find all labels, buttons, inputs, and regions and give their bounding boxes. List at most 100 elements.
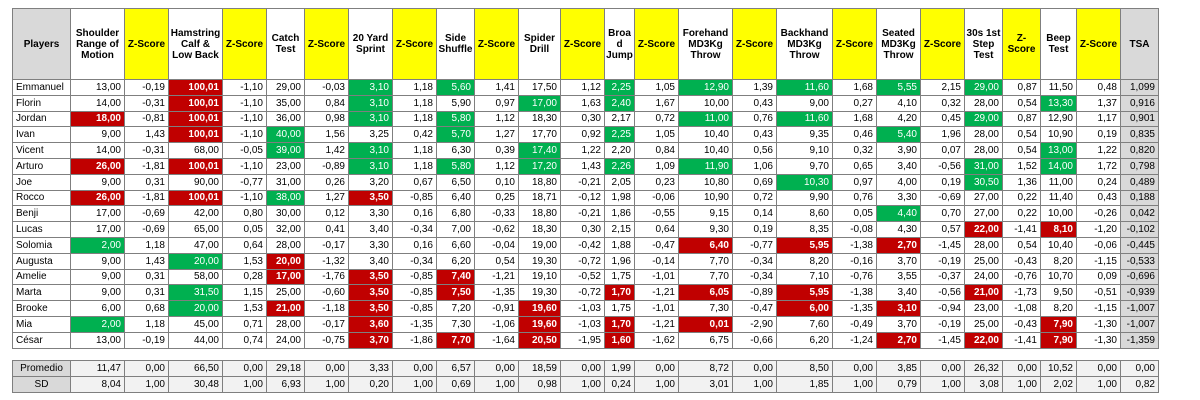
z-score-header: Z-Score bbox=[474, 8, 519, 80]
z-score-cell: 0,76 bbox=[732, 110, 777, 128]
z-score-cell: -1,41 bbox=[1002, 331, 1041, 349]
summary-cell: 0,00 bbox=[222, 360, 267, 377]
value-cell: 8,20 bbox=[1040, 252, 1077, 270]
z-score-cell: -0,34 bbox=[392, 221, 437, 238]
z-score-cell: 0,97 bbox=[832, 173, 877, 191]
z-score-cell: 0,76 bbox=[832, 189, 877, 207]
summary-cell: 0,82 bbox=[1120, 375, 1159, 393]
z-score-cell: 0,19 bbox=[1076, 126, 1121, 144]
summary-row: Promedio 11,47 0,00 66,50 0,00 29,18 0,00 3,33 0… bbox=[12, 360, 1159, 377]
value-cell: 65,00 bbox=[168, 221, 223, 238]
value-cell: 9,50 bbox=[1040, 284, 1077, 302]
tsa-header: TSA bbox=[1120, 8, 1159, 80]
value-cell: 28,00 bbox=[964, 236, 1003, 254]
value-cell: 23,00 bbox=[964, 300, 1003, 317]
z-score-cell: -1,01 bbox=[634, 268, 679, 286]
value-cell: 2,40 bbox=[604, 94, 635, 112]
z-score-cell: 1,53 bbox=[222, 252, 267, 270]
value-cell: 11,00 bbox=[678, 110, 733, 128]
z-score-cell: 0,87 bbox=[1002, 79, 1041, 96]
value-cell: 27,00 bbox=[964, 205, 1003, 223]
summary-cell: 0,00 bbox=[124, 360, 169, 377]
player-name: Arturo bbox=[12, 157, 71, 175]
value-cell: 5,55 bbox=[876, 79, 921, 96]
tsa-cell: -0,696 bbox=[1120, 268, 1159, 286]
summary-cell: 29,18 bbox=[266, 360, 305, 377]
value-cell: 9,00 bbox=[70, 126, 125, 144]
results-table: Players Shoulder Range of Motion Z-Score Ha… bbox=[12, 8, 1159, 349]
value-cell: 10,40 bbox=[678, 126, 733, 144]
z-score-cell: 0,30 bbox=[560, 110, 605, 128]
value-cell: 1,96 bbox=[604, 252, 635, 270]
z-score-cell: -1,45 bbox=[920, 236, 965, 254]
value-cell: 2,70 bbox=[876, 236, 921, 254]
table-row: Joe 9,00 0,31 90,00 -0,77 31,00 0,26 3,20 0,67 6,… bbox=[12, 173, 1159, 191]
z-score-cell: -0,16 bbox=[832, 252, 877, 270]
value-cell: 27,00 bbox=[964, 189, 1003, 207]
summary-cell: 1,00 bbox=[634, 375, 679, 393]
value-cell: 29,00 bbox=[266, 79, 305, 96]
z-score-cell: -1,45 bbox=[920, 331, 965, 349]
summary-cell: 0,00 bbox=[1120, 360, 1159, 377]
value-cell: 38,00 bbox=[266, 189, 305, 207]
value-cell: 2,17 bbox=[604, 110, 635, 128]
test-header: Backhand MD3Kg Throw bbox=[776, 8, 833, 80]
z-score-cell: -1,35 bbox=[832, 300, 877, 317]
value-cell: 3,10 bbox=[348, 157, 393, 175]
z-score-cell: -1,30 bbox=[1076, 331, 1121, 349]
summary-cell: 1,00 bbox=[920, 375, 965, 393]
summary-cell: 10,52 bbox=[1040, 360, 1077, 377]
test-header: Seated MD3Kg Throw bbox=[876, 8, 921, 80]
value-cell: 20,00 bbox=[168, 300, 223, 317]
z-score-cell: -0,21 bbox=[560, 173, 605, 191]
z-score-cell: 0,67 bbox=[392, 173, 437, 191]
value-cell: 4,30 bbox=[876, 221, 921, 238]
value-cell: 100,01 bbox=[168, 157, 223, 175]
z-score-cell: 0,41 bbox=[304, 221, 349, 238]
tsa-cell: 0,835 bbox=[1120, 126, 1159, 144]
z-score-cell: 1,68 bbox=[832, 110, 877, 128]
value-cell: 24,00 bbox=[266, 331, 305, 349]
z-score-cell: -1,73 bbox=[1002, 284, 1041, 302]
z-score-cell: 0,71 bbox=[222, 315, 267, 333]
z-score-cell: -1,35 bbox=[392, 315, 437, 333]
value-cell: 6,00 bbox=[70, 300, 125, 317]
value-cell: 5,95 bbox=[776, 284, 833, 302]
z-score-cell: 0,25 bbox=[474, 189, 519, 207]
z-score-cell: -0,81 bbox=[124, 110, 169, 128]
z-score-cell: 0,19 bbox=[732, 221, 777, 238]
z-score-cell: -0,55 bbox=[634, 205, 679, 223]
table-row: Augusta 9,00 1,43 20,00 1,53 20,00 -1,32 3,40 -0… bbox=[12, 252, 1159, 270]
z-score-cell: -0,85 bbox=[392, 300, 437, 317]
value-cell: 31,50 bbox=[168, 284, 223, 302]
z-score-cell: 1,43 bbox=[560, 157, 605, 175]
z-score-cell: 0,14 bbox=[732, 205, 777, 223]
z-score-cell: -0,56 bbox=[920, 284, 965, 302]
value-cell: 29,00 bbox=[964, 79, 1003, 96]
z-score-cell: -0,34 bbox=[392, 252, 437, 270]
value-cell: 3,10 bbox=[348, 94, 393, 112]
value-cell: 3,40 bbox=[876, 284, 921, 302]
z-score-cell: 1,63 bbox=[560, 94, 605, 112]
value-cell: 3,60 bbox=[348, 315, 393, 333]
z-score-cell: -1,06 bbox=[474, 315, 519, 333]
z-score-cell: -1,38 bbox=[832, 284, 877, 302]
value-cell: 18,30 bbox=[518, 221, 561, 238]
z-score-cell: -1,64 bbox=[474, 331, 519, 349]
value-cell: 45,00 bbox=[168, 315, 223, 333]
player-name: Augusta bbox=[12, 252, 71, 270]
value-cell: 9,70 bbox=[776, 157, 833, 175]
z-score-cell: -0,14 bbox=[634, 252, 679, 270]
player-name: Amelie bbox=[12, 268, 71, 286]
summary-cell: 1,99 bbox=[604, 360, 635, 377]
value-cell: 8,60 bbox=[776, 205, 833, 223]
value-cell: 17,00 bbox=[70, 205, 125, 223]
value-cell: 6,40 bbox=[436, 189, 475, 207]
value-cell: 31,00 bbox=[964, 157, 1003, 175]
table-row: Mia 2,00 1,18 45,00 0,71 28,00 -0,17 3,60 -1,35 7… bbox=[12, 315, 1159, 333]
z-score-cell: -0,34 bbox=[732, 268, 777, 286]
player-name: Brooke bbox=[12, 300, 71, 317]
test-header: Side Shuffle bbox=[436, 8, 475, 80]
z-score-cell: -1,15 bbox=[1076, 300, 1121, 317]
header-row: Players Shoulder Range of Motion Z-Score Ha… bbox=[12, 8, 1159, 80]
